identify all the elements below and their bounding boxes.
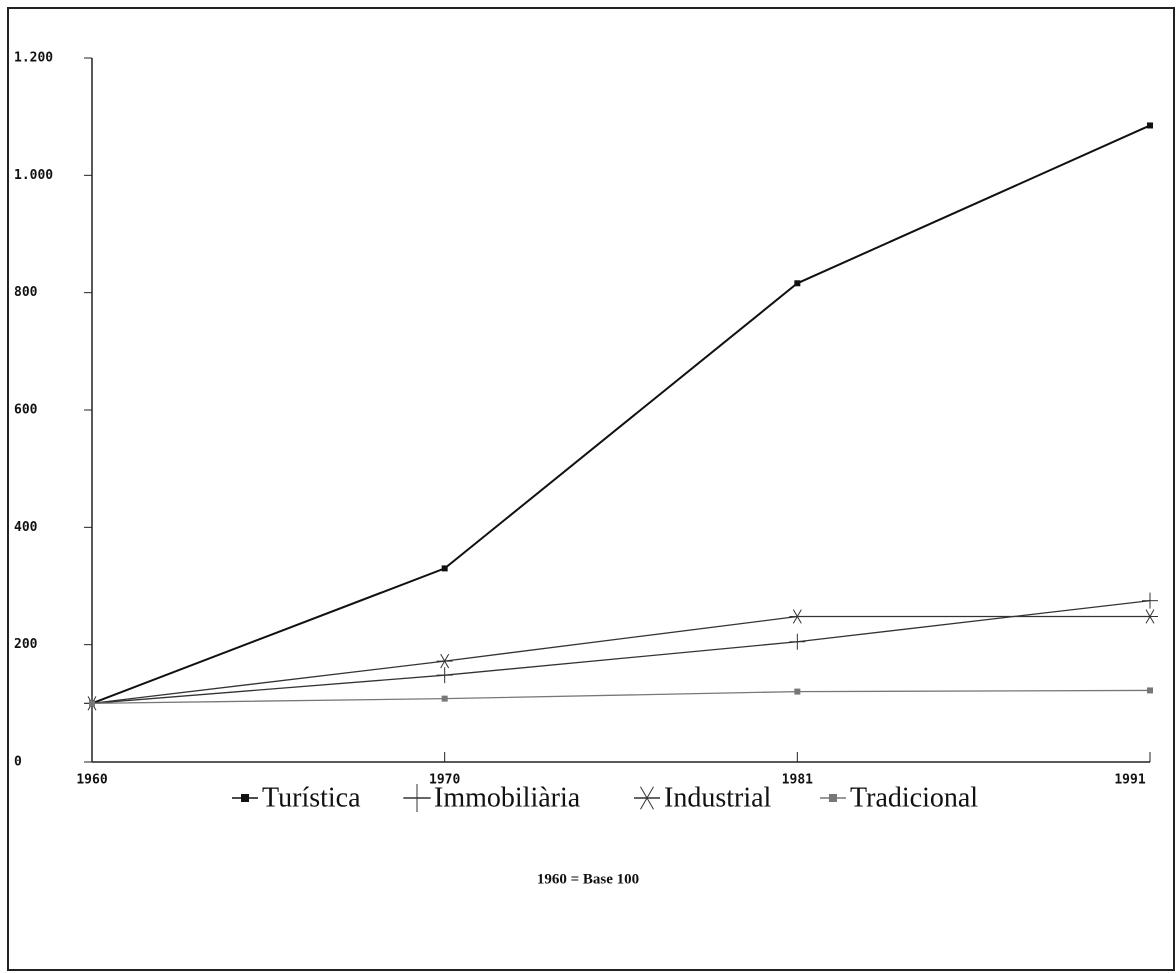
marker	[403, 784, 431, 812]
y-tick-label: 800	[14, 285, 38, 300]
y-tick-label: 0	[14, 755, 22, 770]
marker	[789, 633, 806, 650]
series-line	[91, 124, 1151, 705]
marker-part	[441, 565, 448, 572]
y-tick-label: 1.000	[14, 168, 53, 183]
marker-part	[1147, 122, 1153, 129]
marker-part	[441, 695, 448, 702]
marker	[89, 700, 95, 707]
marker	[794, 688, 801, 695]
legend-label: Turística	[262, 782, 361, 813]
series-line	[91, 689, 1151, 704]
marker-part	[794, 280, 801, 287]
y-tick-label: 600	[14, 403, 38, 418]
x-tick-label: 1970	[429, 773, 460, 788]
marker-part	[794, 688, 801, 695]
marker-part	[440, 653, 450, 669]
marker	[241, 794, 249, 802]
y-tick-label: 200	[14, 637, 38, 652]
frame	[7, 7, 1175, 971]
x-tick-label: 1960	[76, 773, 107, 788]
marker	[436, 667, 453, 684]
marker-part	[89, 700, 95, 707]
legend-label: Tradicional	[850, 782, 978, 813]
marker	[1142, 609, 1158, 624]
y-tick-label: 1.200	[14, 51, 53, 66]
marker	[1147, 687, 1153, 694]
marker	[441, 695, 448, 702]
marker	[634, 786, 660, 810]
series-line	[91, 600, 1151, 704]
marker-part	[829, 794, 837, 802]
marker-part	[1147, 687, 1153, 694]
x-tick-label: 1991	[1114, 773, 1145, 788]
marker	[1147, 122, 1153, 129]
marker-part	[792, 609, 802, 624]
y-tick-label: 400	[14, 520, 38, 535]
marker	[794, 280, 801, 287]
note: 1960 = Base 100	[537, 871, 639, 887]
series-line	[91, 615, 1150, 704]
legend-label: Immobiliària	[434, 782, 581, 813]
marker-part	[241, 794, 249, 802]
marker	[829, 794, 837, 802]
marker	[436, 653, 453, 669]
marker	[789, 609, 806, 624]
marker-part	[640, 786, 654, 810]
marker	[1142, 592, 1158, 609]
marker	[441, 565, 448, 572]
x-tick-label: 1981	[782, 773, 813, 788]
legend-label: Industrial	[664, 782, 772, 813]
marker-part	[1145, 609, 1155, 624]
